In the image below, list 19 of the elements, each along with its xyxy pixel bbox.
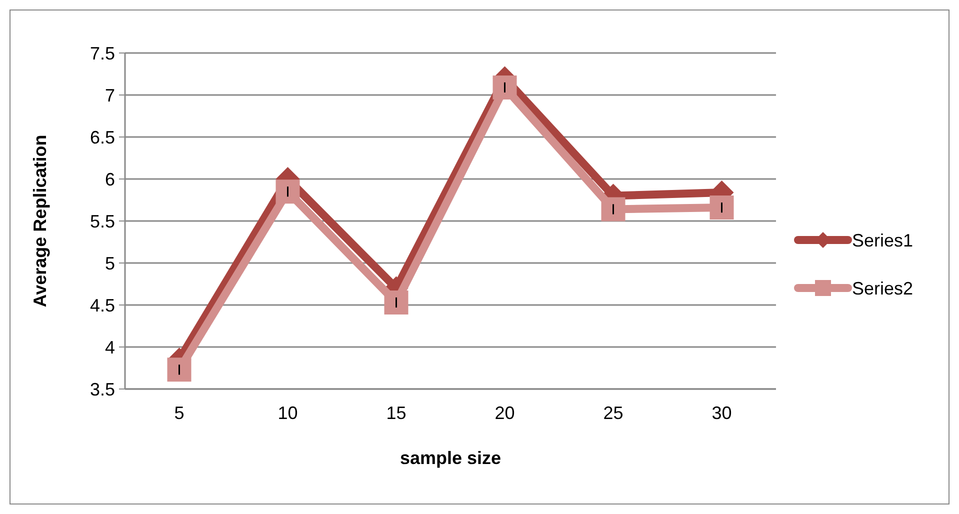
y-tick-label: 6.5: [90, 127, 115, 148]
y-tick-label: 6: [104, 169, 115, 190]
x-tick-label: 30: [712, 403, 732, 423]
legend-label: Series2: [852, 278, 914, 298]
legend-label: Series1: [852, 230, 914, 250]
y-tick-label: 5: [104, 253, 115, 274]
y-axis-title: Average Replication: [30, 134, 50, 308]
x-tick-label: 10: [278, 403, 298, 423]
y-tick-label: 4: [104, 337, 115, 358]
y-tick-label: 3.5: [90, 379, 115, 400]
y-tick-label: 7.5: [90, 43, 115, 64]
x-tick-label: 25: [603, 403, 624, 423]
x-tick-label: 5: [174, 403, 184, 423]
x-tick-label: 15: [386, 403, 406, 423]
y-tick-label: 4.5: [90, 295, 115, 316]
x-axis-title: sample size: [400, 448, 502, 468]
y-tick-label: 5.5: [90, 211, 115, 232]
x-tick-label: 20: [494, 403, 515, 423]
y-tick-label: 7: [104, 85, 115, 106]
